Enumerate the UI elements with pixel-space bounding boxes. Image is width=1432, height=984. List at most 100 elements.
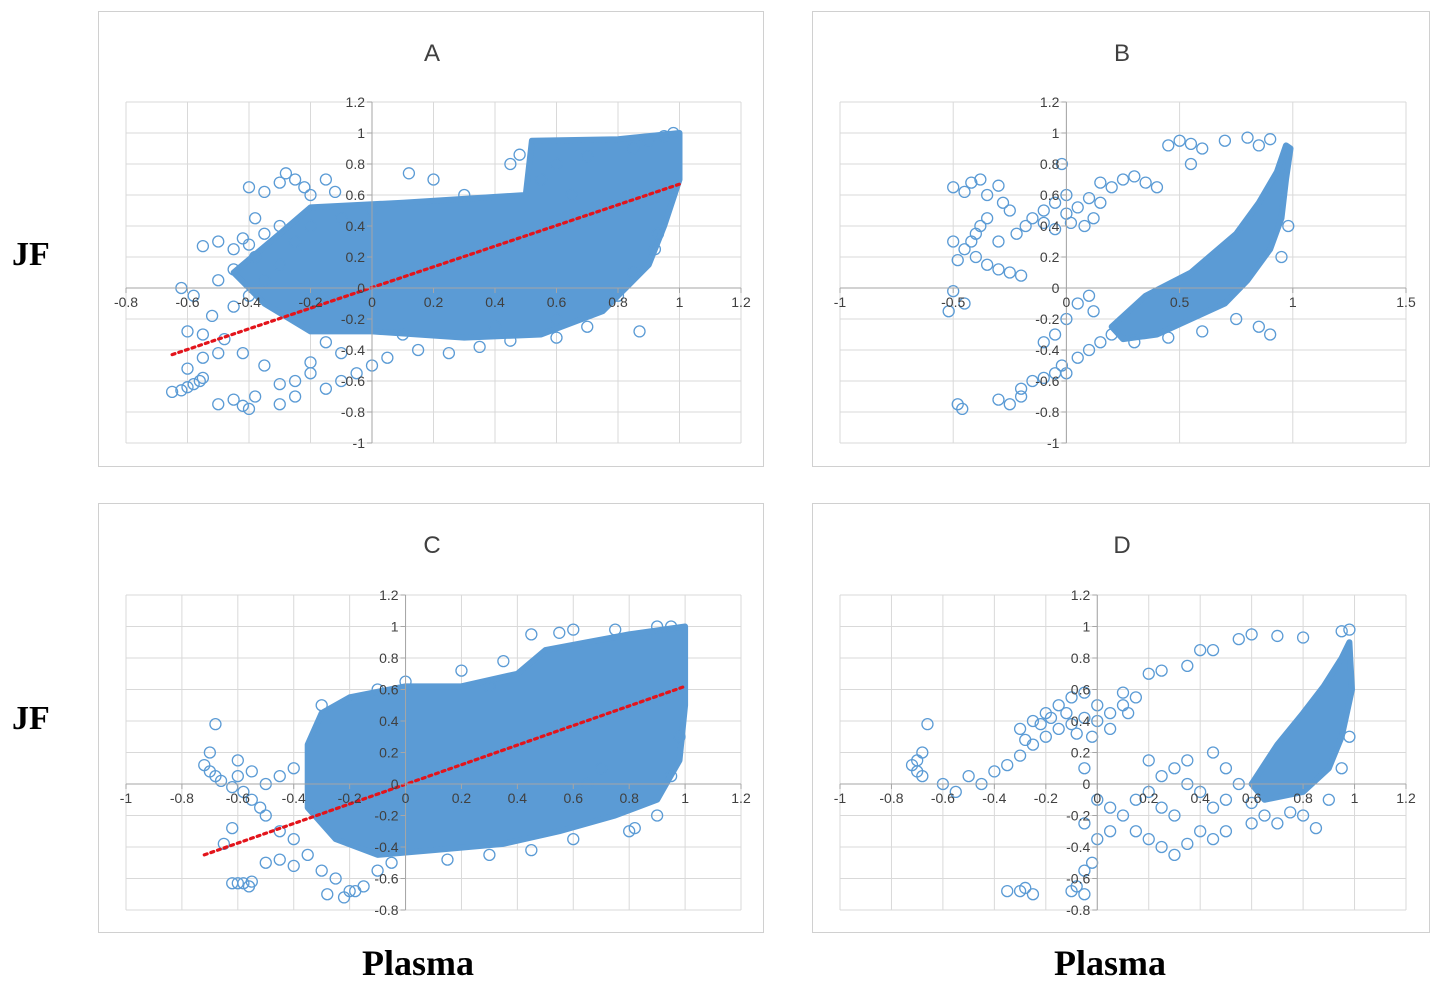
y-tick-label: 0.2 [346, 249, 366, 265]
data-point [942, 305, 955, 318]
x-tick-label: 0.8 [1293, 790, 1313, 806]
x-tick-label: 0.2 [1139, 790, 1159, 806]
row-label-top: JF [12, 236, 50, 273]
data-point [335, 374, 348, 388]
data-point [1065, 717, 1078, 731]
data-point [237, 785, 250, 799]
chart-title: B [1114, 40, 1130, 67]
data-point [175, 384, 188, 397]
data-point [1001, 758, 1014, 772]
data-point [916, 746, 929, 759]
y-tick-label: -0.2 [374, 808, 398, 824]
data-point [242, 238, 256, 251]
data-point [242, 181, 256, 194]
data-point [1078, 711, 1091, 725]
data-point [371, 864, 384, 877]
y-tick-label: -0.6 [374, 871, 398, 887]
data-point [483, 680, 496, 693]
data-point [981, 212, 994, 225]
data-point [550, 157, 563, 171]
data-point [951, 398, 964, 411]
x-tick-label: 0.8 [608, 294, 628, 310]
data-point [1252, 139, 1265, 152]
data-point [949, 785, 962, 799]
x-axis-label-right: Plasma [1054, 943, 1166, 983]
data-point [956, 402, 969, 416]
data-point [1296, 809, 1310, 822]
y-tick-label: 1 [1052, 125, 1060, 141]
data-point [650, 809, 664, 822]
data-point [1116, 173, 1130, 186]
data-point [947, 235, 960, 248]
x-tick-label: -0.6 [175, 294, 199, 310]
data-point [650, 620, 664, 633]
x-tick-label: 1.2 [1396, 790, 1416, 806]
y-tick-label: 1 [357, 125, 365, 141]
data-point [231, 877, 244, 890]
dense-point-cloud [304, 623, 689, 858]
data-point [627, 142, 640, 155]
data-point [196, 351, 210, 364]
data-point [581, 150, 594, 163]
data-point [1087, 212, 1100, 225]
data-point [565, 188, 579, 202]
data-point [181, 381, 194, 394]
x-tick-label: -0.8 [879, 790, 903, 806]
data-point [981, 258, 994, 271]
y-tick-label: 1 [391, 619, 399, 635]
data-point [337, 891, 351, 904]
data-point [483, 848, 496, 862]
data-point [1078, 219, 1091, 233]
data-point [1087, 305, 1100, 318]
data-point [642, 134, 655, 147]
data-point [1129, 825, 1143, 838]
data-point [411, 343, 425, 357]
data-point [205, 309, 219, 323]
data-point [1013, 722, 1027, 736]
data-point [304, 219, 317, 233]
data-point [1218, 134, 1232, 147]
y-tick-label: 0.8 [1071, 650, 1091, 666]
data-point [648, 243, 662, 256]
data-point [1103, 825, 1117, 838]
data-point [1037, 336, 1050, 349]
data-point [1085, 730, 1099, 743]
data-point [1082, 343, 1096, 357]
data-point [212, 235, 225, 248]
data-point [227, 263, 240, 276]
x-tick-label: -0.2 [1034, 790, 1058, 806]
data-point [1078, 686, 1091, 699]
data-point [1026, 714, 1040, 728]
data-point [287, 762, 300, 775]
data-point [667, 126, 680, 140]
data-point [525, 628, 538, 641]
data-point [1044, 711, 1058, 725]
y-tick-label: 0.2 [379, 745, 399, 761]
data-point [1232, 632, 1245, 646]
y-tick-label: -0.4 [1066, 839, 1090, 855]
y-tick-label: -1 [353, 435, 366, 451]
data-point [567, 623, 580, 636]
data-point [328, 185, 342, 199]
data-point [497, 654, 510, 668]
data-point [1055, 157, 1069, 171]
data-point [965, 176, 978, 189]
data-point [1196, 142, 1209, 155]
data-point [1322, 793, 1335, 806]
x-tick-label: 0.6 [564, 790, 584, 806]
data-point [1155, 840, 1168, 854]
data-point [534, 173, 548, 186]
x-tick-label: -0.5 [941, 294, 965, 310]
data-point [1241, 131, 1254, 144]
data-point [254, 801, 267, 814]
data-point [1271, 817, 1284, 830]
chart-panel-c: C -1 -0.8 -0.6 -0.4 -0.2 0 0.2 0.4 0.6 0.8 1 1.2 -0.8… [98, 503, 764, 933]
data-point [335, 346, 348, 360]
dense-point-cloud [1248, 639, 1355, 803]
data-point [335, 212, 348, 225]
data-point [965, 235, 978, 248]
x-tick-label: 0 [368, 294, 376, 310]
data-point [1082, 289, 1096, 302]
data-point [1219, 825, 1233, 838]
data-point [1245, 628, 1258, 641]
